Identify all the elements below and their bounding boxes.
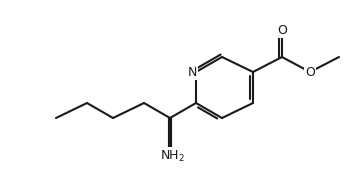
Text: O: O [277, 24, 287, 37]
Text: N: N [187, 66, 197, 78]
Text: NH$_2$: NH$_2$ [160, 148, 184, 164]
Text: O: O [305, 66, 315, 78]
